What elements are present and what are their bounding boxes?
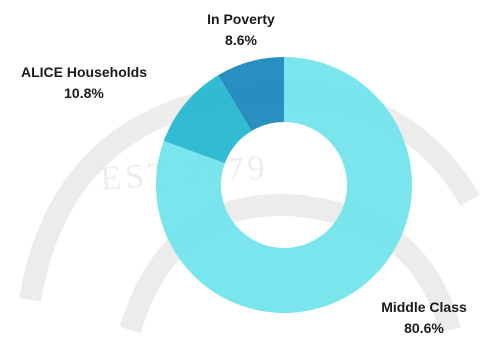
label-in-poverty-name: In Poverty [207, 11, 275, 27]
donut-slices [156, 57, 412, 313]
slice-labels: In Poverty 8.6% ALICE Households 10.8% M… [21, 11, 467, 336]
slice-in-poverty [218, 57, 284, 131]
label-in-poverty-value: 8.6% [225, 32, 257, 48]
slice-middle-class [156, 57, 412, 313]
label-middle-class-name: Middle Class [381, 299, 467, 315]
slice-alice-households [163, 75, 252, 164]
label-alice-name: ALICE Households [21, 64, 147, 80]
label-alice-value: 10.8% [64, 85, 104, 101]
label-middle-class-value: 80.6% [404, 320, 444, 336]
